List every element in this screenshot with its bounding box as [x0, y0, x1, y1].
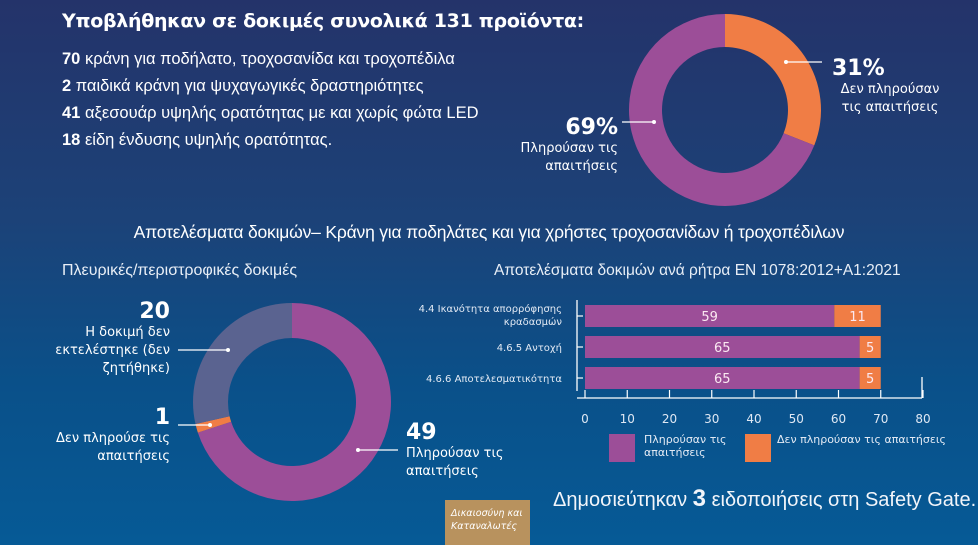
item-text: κράνη για ποδήλατο, τροχοσανίδα και τροχ… [80, 50, 455, 68]
bar-value-label: 5 [866, 341, 874, 356]
category-label: 4.4 Ικανότητα απορρόφησης [419, 303, 562, 315]
product-list-item: 41 αξεσουάρ υψηλής ορατότητας με και χωρ… [62, 100, 479, 127]
x-tick-label: 10 [620, 412, 635, 426]
bar-value-label: 65 [714, 341, 731, 356]
dg-justice-badge: Δικαιοσύνη και Καταναλωτές [445, 500, 530, 545]
bar-value-label: 11 [849, 310, 866, 325]
rotational-tests-subtitle: Πλευρικές/περιστροφικές δοκιμές [62, 262, 298, 279]
legend-label-fail: Δεν πληρούσαν τις απαιτήσεις [777, 433, 946, 446]
category-label: κραδασμών [504, 316, 563, 328]
notice-count: 3 [692, 485, 707, 512]
pass-text: Πληρούσαν τις απαιτήσεις [520, 141, 619, 174]
pass-leader-line-bottom-dot [356, 448, 360, 452]
item-count: 18 [62, 131, 81, 149]
item-count: 41 [62, 104, 81, 122]
fail-label-top: 31% Δεν πληρούσαν τις απαιτήσεις [830, 57, 950, 117]
product-list-item: 70 κράνη για ποδήλατο, τροχοσανίδα και τ… [62, 46, 479, 73]
fail-text-bottom: Δεν πληρούσε τις απαιτήσεις [55, 431, 170, 464]
fail-percent: 31% [832, 56, 885, 81]
bar-fail [859, 367, 881, 389]
rotational-donut-slice-0 [197, 303, 391, 501]
item-count: 2 [62, 77, 72, 95]
legend-swatch-pass [609, 434, 635, 462]
summary-title: Υποβλήθηκαν σε δοκιμές συνολικά 131 προϊ… [62, 10, 584, 32]
pass-text-bottom: Πληρούσαν τις απαιτήσεις [406, 446, 504, 479]
bar-value-label: 5 [866, 372, 874, 387]
overall-donut-slice-1 [629, 14, 815, 207]
fail-count: 1 [154, 405, 170, 430]
x-tick-label: 80 [915, 412, 930, 426]
product-list: 70 κράνη για ποδήλατο, τροχοσανίδα και τ… [62, 46, 479, 154]
bar-value-label: 65 [714, 372, 731, 387]
not-tested-text: Η δοκιμή δεν εκτελέστηκε (δεν ζητήθηκε) [55, 325, 170, 376]
x-tick-label: 70 [873, 412, 888, 426]
item-text: παιδικά κράνη για ψυχαγωγικές δραστηριότ… [71, 77, 424, 95]
bar-value-label: 59 [701, 310, 718, 325]
x-tick-label: 50 [789, 412, 804, 426]
bar-fail [859, 336, 881, 358]
x-tick-label: 60 [831, 412, 846, 426]
x-tick-label: 20 [662, 412, 677, 426]
bar-pass [585, 305, 835, 327]
not-tested-count: 20 [139, 299, 170, 324]
section-title: Αποτελέσματα δοκιμών– Κράνη για ποδηλάτε… [133, 222, 845, 242]
bar-pass [585, 336, 860, 358]
fail-leader-line-bottom-dot [208, 423, 212, 427]
fail-leader-line-dot [784, 60, 788, 64]
notice-text-after: ειδοποιήσεις στη Safety Gate. [706, 489, 977, 511]
legend-label-pass: Πληρούσαν τις [644, 433, 727, 446]
legend-label-pass-2: απαιτήσεις [644, 446, 706, 459]
safety-gate-notice: Δημοσιεύτηκαν 3 ειδοποιήσεις στη Safety … [553, 486, 976, 513]
pass-count: 49 [406, 420, 437, 445]
fail-label-bottom: 1 Δεν πληρούσε τις απαιτήσεις [40, 406, 170, 466]
x-tick-label: 0 [581, 412, 589, 426]
x-tick-label: 40 [746, 412, 761, 426]
item-text: είδη ένδυσης υψηλής ορατότητας. [80, 131, 333, 149]
product-list-item: 2 παιδικά κράνη για ψυχαγωγικές δραστηρι… [62, 73, 479, 100]
rotational-donut-slice-1 [195, 416, 232, 433]
bar-pass [585, 367, 860, 389]
item-text: αξεσουάρ υψηλής ορατότητας με και χωρίς … [80, 104, 479, 122]
legend-swatch-fail [745, 434, 771, 462]
x-tick-label: 30 [704, 412, 719, 426]
fail-text: Δεν πληρούσαν τις απαιτήσεις [840, 82, 940, 115]
overall-donut-slice-0 [725, 14, 821, 146]
category-label: 4.6.6 Αποτελεσματικότητα [426, 373, 562, 385]
rotational-donut-slice-2 [192, 303, 292, 425]
notice-text-before: Δημοσιεύτηκαν [553, 489, 693, 511]
pass-label-top: 69% Πληρούσαν τις απαιτήσεις [500, 115, 619, 176]
not-tested-label: 20 Η δοκιμή δεν εκτελέστηκε (δεν ζητήθηκ… [40, 300, 170, 378]
bar-fail [834, 305, 881, 327]
item-count: 70 [62, 50, 81, 68]
pass-percent: 69% [565, 115, 618, 140]
not-tested-leader-line-dot [226, 348, 230, 352]
product-list-item: 18 είδη ένδυσης υψηλής ορατότητας. [62, 127, 479, 154]
clause-results-subtitle: Αποτελέσματα δοκιμών ανά ρήτρα EN 1078:2… [494, 262, 901, 279]
pass-label-bottom: 49 Πληρούσαν τις απαιτήσεις [406, 421, 526, 481]
pass-leader-line-dot [652, 120, 656, 124]
category-label: 4.6.5 Αντοχή [497, 342, 562, 354]
